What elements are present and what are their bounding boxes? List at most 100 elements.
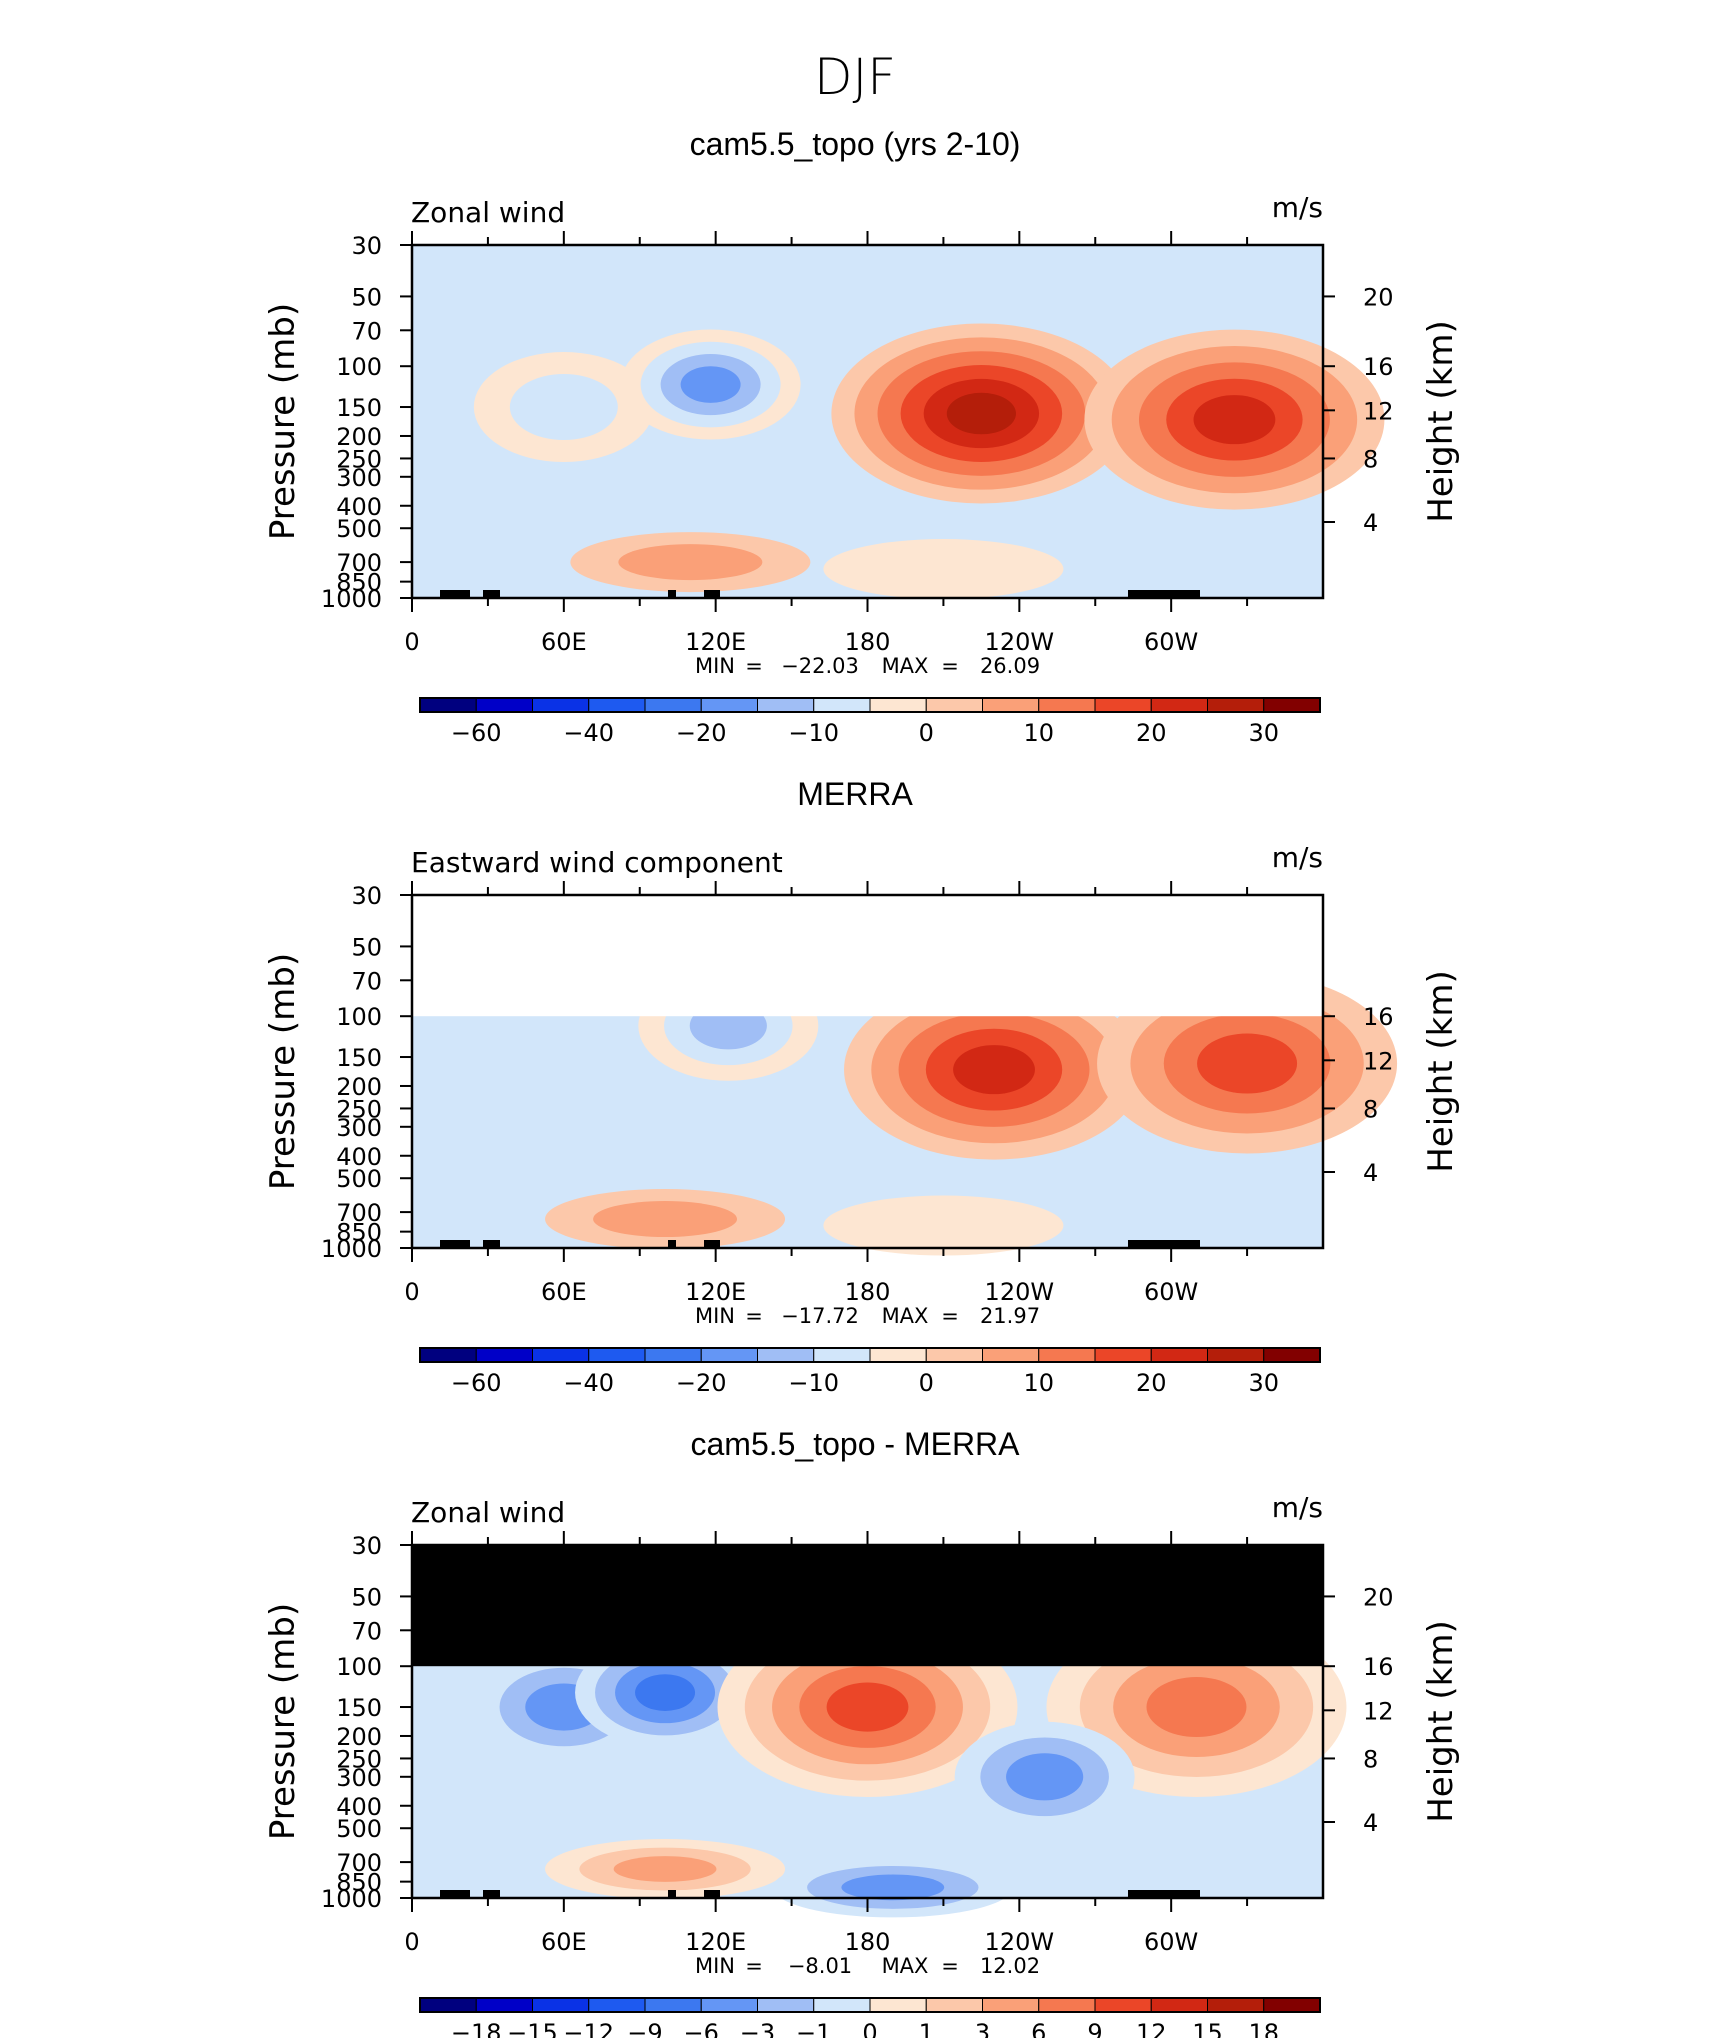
- contour-region: [613, 1856, 717, 1882]
- colorbar-cell: [925, 1997, 983, 2013]
- contour-region: [1006, 1753, 1084, 1801]
- y-right-axis-label: Height (km): [1421, 1620, 1461, 1823]
- y-right-tick-label: 16: [1363, 1653, 1394, 1681]
- contour-region: [1146, 1677, 1247, 1738]
- equals-sign: =: [941, 1304, 959, 1328]
- y-right-tick-label: 8: [1363, 445, 1378, 473]
- equals-sign: =: [941, 654, 959, 678]
- x-tick-label: 120E: [685, 628, 746, 656]
- y-tick-label: 100: [336, 1653, 382, 1681]
- x-tick-label: 0: [404, 1928, 419, 1956]
- y-right-tick-label: 20: [1363, 1583, 1394, 1611]
- contour-region: [823, 539, 1064, 600]
- colorbar-label: −1: [796, 2019, 831, 2038]
- colorbar-cell: [982, 1997, 1040, 2013]
- topography: [1128, 1240, 1200, 1248]
- units-label: m/s: [1272, 191, 1323, 224]
- colorbar-cell: [1038, 1347, 1096, 1363]
- y-tick-label: 300: [336, 1764, 382, 1792]
- y-tick-label: 850: [336, 1869, 382, 1897]
- y-tick-label: 700: [336, 1199, 382, 1227]
- y-tick-label: 30: [351, 232, 382, 260]
- contour-region: [953, 1045, 1035, 1095]
- x-tick-label: 0: [404, 1278, 419, 1306]
- max-label: MAX: [882, 1954, 929, 1978]
- topography: [440, 1890, 470, 1898]
- panel-title: cam5.5_topo - MERRA: [690, 1426, 1020, 1462]
- y-axis-label: Pressure (mb): [263, 953, 303, 1190]
- y-tick-label: 200: [336, 1723, 382, 1751]
- colorbar-label: 1: [919, 2019, 934, 2038]
- x-tick-label: 120W: [985, 628, 1055, 656]
- y-tick-label: 300: [336, 464, 382, 492]
- y-right-tick-label: 16: [1363, 353, 1394, 381]
- colorbar-cell: [1207, 1347, 1265, 1363]
- y-tick-label: 400: [336, 1793, 382, 1821]
- y-tick-label: 1000: [321, 1885, 382, 1913]
- y-tick-label: 250: [336, 445, 382, 473]
- colorbar-cell: [700, 1347, 758, 1363]
- colorbar-label: −20: [676, 719, 727, 747]
- topography: [440, 1240, 470, 1248]
- colorbar-label: −3: [740, 2019, 775, 2038]
- x-tick-label: 180: [845, 1278, 891, 1306]
- y-right-axis-label: Height (km): [1421, 970, 1461, 1173]
- colorbar-cell: [1263, 1347, 1321, 1363]
- variable-label: Zonal wind: [411, 196, 565, 229]
- colorbar-frame: [419, 697, 1321, 713]
- topography: [704, 590, 720, 598]
- y-tick-label: 400: [336, 493, 382, 521]
- colorbar-cell: [644, 1997, 702, 2013]
- colorbar-label: 15: [1192, 2019, 1223, 2038]
- min-value: −17.72: [781, 1304, 859, 1328]
- y-right-tick-label: 4: [1363, 509, 1378, 537]
- x-tick-label: 180: [845, 1928, 891, 1956]
- colorbar-cell: [813, 697, 871, 713]
- x-tick-label: 120W: [985, 1278, 1055, 1306]
- y-right-tick-label: 20: [1363, 283, 1394, 311]
- contour-region: [1197, 1033, 1298, 1094]
- y-tick-label: 250: [336, 1095, 382, 1123]
- colorbar-cell: [700, 697, 758, 713]
- colorbar-cell: [1263, 1997, 1321, 2013]
- page-title: DJF: [814, 48, 896, 106]
- topography: [704, 1240, 720, 1248]
- colorbar-cell: [869, 1347, 927, 1363]
- colorbar-label: −40: [563, 719, 614, 747]
- y-tick-label: 30: [351, 1532, 382, 1560]
- y-tick-label: 70: [351, 967, 382, 995]
- panel-title: cam5.5_topo (yrs 2-10): [690, 126, 1021, 162]
- colorbar-label: −10: [788, 1369, 839, 1397]
- y-tick-label: 100: [336, 1003, 382, 1031]
- colorbar-label: 9: [1087, 2019, 1102, 2038]
- colorbar-label: −40: [563, 1369, 614, 1397]
- colorbar-cell: [869, 1997, 927, 2013]
- no-data-region: [412, 895, 1323, 1017]
- min-label: MIN: [695, 1304, 735, 1328]
- y-tick-label: 850: [336, 1219, 382, 1247]
- max-label: MAX: [882, 654, 929, 678]
- y-right-tick-label: 4: [1363, 1159, 1378, 1187]
- max-label: MAX: [882, 1304, 929, 1328]
- y-tick-label: 200: [336, 423, 382, 451]
- colorbar-cell: [813, 1347, 871, 1363]
- y-right-tick-label: 8: [1363, 1095, 1378, 1123]
- y-tick-label: 500: [336, 1165, 382, 1193]
- colorbar-cell: [982, 697, 1040, 713]
- y-right-tick-label: 12: [1363, 397, 1394, 425]
- colorbar-cell: [1207, 697, 1265, 713]
- y-tick-label: 1000: [321, 585, 382, 613]
- x-tick-label: 60E: [541, 1928, 587, 1956]
- colorbar-cell: [1150, 697, 1208, 713]
- colorbar-cell: [1094, 1347, 1152, 1363]
- y-tick-label: 700: [336, 549, 382, 577]
- colorbar-cell: [644, 1347, 702, 1363]
- contour-region: [826, 1682, 909, 1732]
- colorbar-cell: [475, 1997, 533, 2013]
- colorbar-cell: [813, 1997, 871, 2013]
- colorbar-cell: [1150, 1347, 1208, 1363]
- contour-region: [618, 544, 763, 581]
- topography: [483, 1890, 500, 1898]
- y-tick-label: 850: [336, 569, 382, 597]
